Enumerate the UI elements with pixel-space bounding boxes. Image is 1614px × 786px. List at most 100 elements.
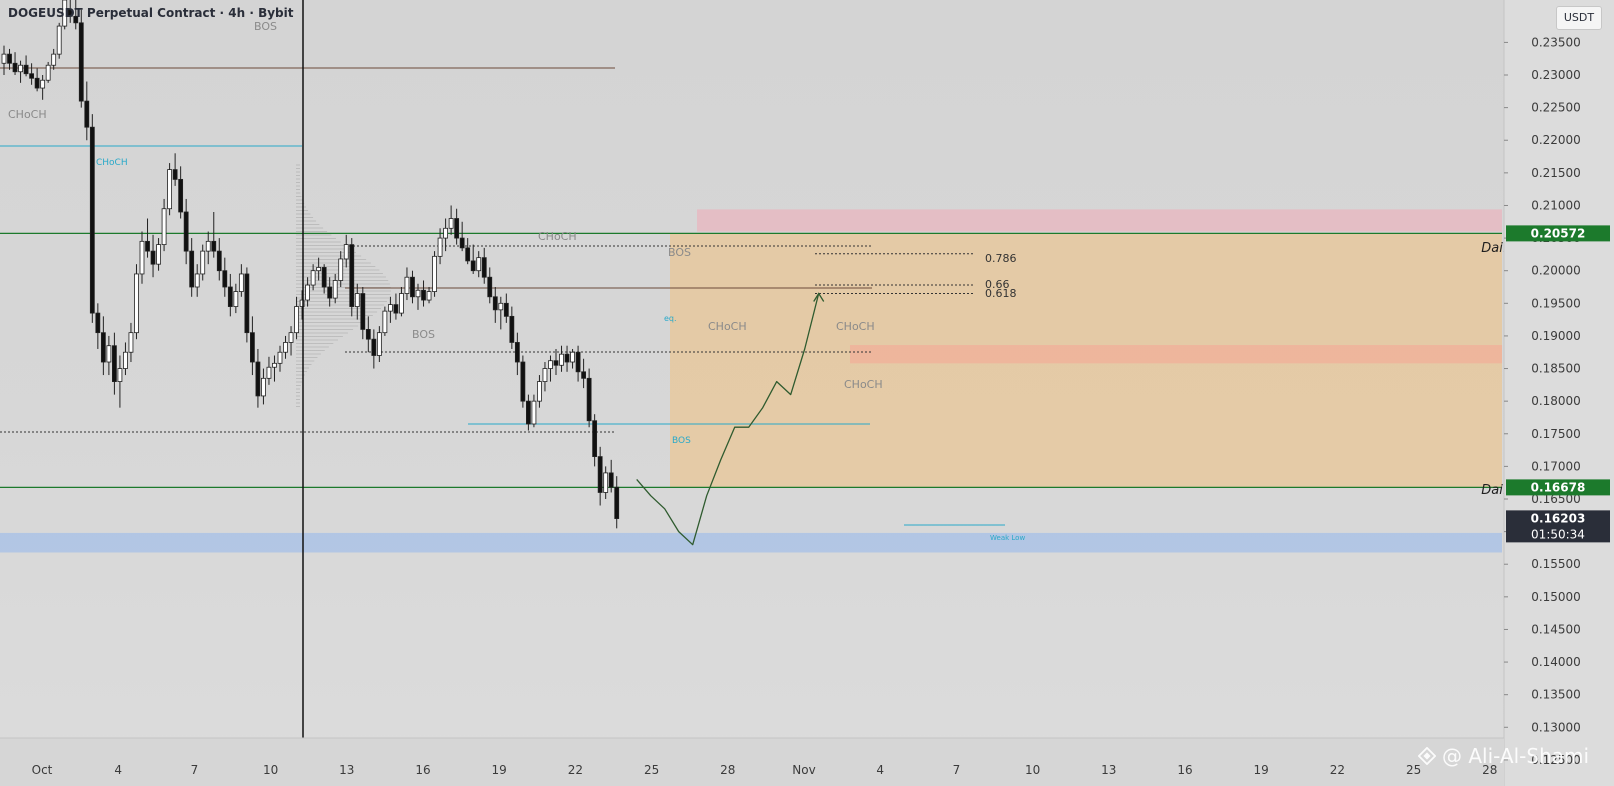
candle-body <box>261 377 266 397</box>
candle-body <box>139 240 145 275</box>
candle-body <box>520 361 526 402</box>
time-tick-label: 7 <box>191 763 199 777</box>
price-tick-label: 0.18000 <box>1531 394 1581 408</box>
time-tick-label: 22 <box>568 763 583 777</box>
candle-body <box>266 366 272 379</box>
candle-body <box>426 291 432 301</box>
candle-body <box>354 293 360 307</box>
price-tick-label: 0.14000 <box>1531 655 1581 669</box>
currency-button[interactable]: USDT <box>1556 6 1602 30</box>
time-tick-label: 19 <box>492 763 507 777</box>
demand-zone-blue <box>0 532 1502 553</box>
supply-zone-top <box>697 209 1502 232</box>
candle-body <box>106 345 112 363</box>
eq-label: eq. <box>664 314 677 323</box>
candle-body <box>597 456 603 493</box>
time-tick-label: 4 <box>114 763 122 777</box>
candle-body <box>542 368 548 382</box>
candle-body <box>305 284 311 301</box>
candle-body <box>454 218 460 239</box>
candle-body <box>128 332 134 353</box>
time-tick-label: 25 <box>644 763 659 777</box>
price-tick-label: 0.23500 <box>1531 35 1581 49</box>
candle-body <box>12 62 18 73</box>
candle-body <box>161 208 167 246</box>
candle-body <box>592 420 598 457</box>
choch-label: CHoCH <box>538 230 577 243</box>
candle-body <box>40 79 46 89</box>
candle-body <box>503 302 509 317</box>
price-axis-panel[interactable] <box>1504 0 1614 786</box>
candle-body <box>316 267 322 272</box>
candle-body <box>404 276 410 294</box>
candle-body <box>156 244 161 265</box>
time-tick-label: 16 <box>1177 763 1192 777</box>
bar-countdown-text: 01:50:34 <box>1531 527 1585 541</box>
time-tick-label: 13 <box>339 763 354 777</box>
candle-body <box>570 351 575 363</box>
candle-body <box>178 178 184 213</box>
candle-body <box>559 353 564 366</box>
candle-body <box>134 273 139 334</box>
price-tick-label: 0.22000 <box>1531 133 1581 147</box>
candle-body <box>608 472 614 488</box>
candle-body <box>34 77 40 89</box>
time-tick-label: Nov <box>792 763 815 777</box>
candle-body <box>112 345 117 382</box>
candle-body <box>526 400 531 425</box>
time-tick-label: 22 <box>1330 763 1345 777</box>
candle-body <box>338 258 344 281</box>
candle-body <box>7 53 12 64</box>
candle-body <box>327 286 333 299</box>
candle-body <box>432 255 437 292</box>
candle-body <box>299 299 305 307</box>
candle-body <box>123 351 128 369</box>
bos-label: BOS <box>254 20 277 33</box>
price-tick-label: 0.23000 <box>1531 68 1581 82</box>
candle-body <box>249 332 255 363</box>
candle-body <box>487 276 493 298</box>
candle-body <box>227 286 233 307</box>
candle-body <box>45 64 51 81</box>
candle-body <box>23 64 29 75</box>
candle-body <box>443 227 449 239</box>
price-tick-label: 0.12500 <box>1531 753 1581 767</box>
candle-body <box>255 361 261 397</box>
price-tick-label: 0.17000 <box>1531 459 1581 473</box>
candle-body <box>67 9 73 17</box>
price-tick-label: 0.19500 <box>1531 296 1581 310</box>
candle-body <box>437 237 443 257</box>
time-tick-label: 4 <box>876 763 884 777</box>
candle-body <box>371 338 377 356</box>
candle-body <box>548 360 553 369</box>
candle-body <box>382 310 388 334</box>
time-tick-label: 19 <box>1254 763 1269 777</box>
candle-body <box>95 312 101 334</box>
candle-body <box>18 64 23 73</box>
candle-body <box>294 306 299 334</box>
price-tick-label: 0.20000 <box>1531 264 1581 278</box>
bos-label: BOS <box>672 436 691 446</box>
candle-body <box>321 267 327 288</box>
price-tick-label: 0.17500 <box>1531 427 1581 441</box>
price-tick-label: 0.16500 <box>1531 492 1581 506</box>
candle-body <box>553 360 559 366</box>
choch-label: CHoCH <box>8 108 47 121</box>
candle-body <box>29 73 35 79</box>
candle-body <box>172 169 178 180</box>
candle-body <box>421 289 426 301</box>
candle-body <box>581 371 586 379</box>
candle-body <box>365 329 371 340</box>
candle-body <box>387 304 393 312</box>
price-tag-bottom-sr <box>1506 479 1610 496</box>
time-axis-panel[interactable] <box>0 738 1504 786</box>
candle-body <box>194 273 200 288</box>
candle-body <box>360 293 366 330</box>
candle-body <box>51 53 57 66</box>
author-watermark: @ Ali-Al-Shami <box>1418 744 1589 768</box>
current-price-tag <box>1506 510 1610 543</box>
time-tick-label: 28 <box>720 763 735 777</box>
candle-body <box>310 270 316 286</box>
candle-body <box>56 25 62 55</box>
